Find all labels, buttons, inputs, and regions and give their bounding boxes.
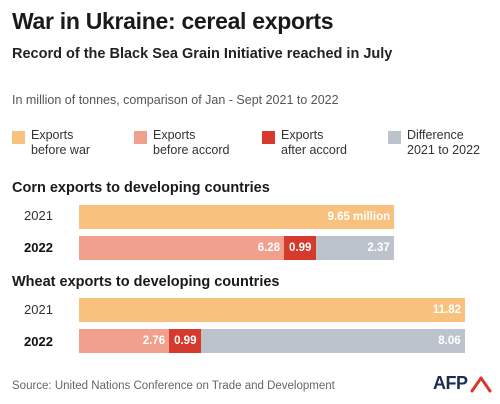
data-label: 6.28 (257, 242, 281, 254)
legend-label: Exports after accord (281, 128, 347, 158)
wheat-year-2021-label: 2021 (24, 302, 53, 317)
legend-item-exports-before-accord: Exports before accord (134, 128, 229, 158)
data-label: 9.65 million (327, 211, 391, 223)
legend-label-line1: Difference (407, 128, 464, 142)
bar-segment-difference-2021-to-2022: 8.06 (201, 329, 465, 353)
source-note: Source: United Nations Conference on Tra… (12, 380, 335, 392)
legend-label-line2: before war (31, 143, 91, 157)
corn-bar-2022: 6.28 0.99 2.37 (79, 236, 394, 260)
legend-label-line1: Exports (31, 128, 74, 142)
chart-subtitle: Record of the Black Sea Grain Initiative… (12, 46, 393, 62)
bar-segment-exports-after-accord: 0.99 (284, 236, 317, 260)
units-note: In million of tonnes, comparison of Jan … (12, 93, 339, 107)
legend-label: Difference 2021 to 2022 (407, 128, 480, 158)
legend-item-exports-after-accord: Exports after accord (262, 128, 347, 158)
data-label: 8.06 (438, 335, 461, 347)
corn-year-2021-label: 2021 (24, 208, 53, 223)
legend-swatch (388, 131, 401, 144)
afp-logo: AFP (433, 373, 492, 394)
bar-segment-exports-before-war: 9.65 million (79, 205, 395, 229)
data-label: 2.76 (142, 335, 166, 347)
wheat-bar-2022: 2.76 0.99 8.06 (79, 329, 465, 353)
corn-year-2022-label: 2022 (24, 240, 53, 255)
afp-logo-icon (470, 376, 491, 392)
legend-item-difference: Difference 2021 to 2022 (388, 128, 480, 158)
bar-segment-exports-before-war: 11.82 (79, 298, 465, 322)
legend-swatch (262, 131, 275, 144)
legend-label: Exports before accord (153, 128, 229, 158)
bar-segment-exports-before-accord: 6.28 (79, 236, 285, 260)
afp-logo-text: AFP (433, 373, 468, 393)
legend-label-line2: 2021 to 2022 (407, 143, 480, 157)
data-label: 0.99 (174, 335, 197, 347)
corn-section-title: Corn exports to developing countries (12, 180, 270, 196)
legend-swatch (134, 131, 147, 144)
legend-label-line1: Exports (153, 128, 196, 142)
legend-label: Exports before war (31, 128, 90, 158)
bar-segment-exports-before-accord: 2.76 (79, 329, 170, 353)
legend-label-line2: before accord (153, 143, 230, 157)
legend-swatch (12, 131, 25, 144)
legend-label-line1: Exports (281, 128, 324, 142)
data-label: 0.99 (289, 242, 312, 254)
data-label: 2.37 (367, 242, 390, 254)
corn-bar-2021: 9.65 million (79, 205, 395, 229)
chart-title: War in Ukraine: cereal exports (12, 8, 334, 34)
legend-item-exports-before-war: Exports before war (12, 128, 90, 158)
wheat-bar-2021: 11.82 (79, 298, 465, 322)
wheat-section-title: Wheat exports to developing countries (12, 274, 280, 290)
data-label: 11.82 (432, 304, 461, 316)
wheat-year-2022-label: 2022 (24, 334, 53, 349)
bar-segment-difference-2021-to-2022: 2.37 (316, 236, 394, 260)
legend-label-line2: after accord (281, 143, 348, 157)
bar-segment-exports-after-accord: 0.99 (169, 329, 202, 353)
